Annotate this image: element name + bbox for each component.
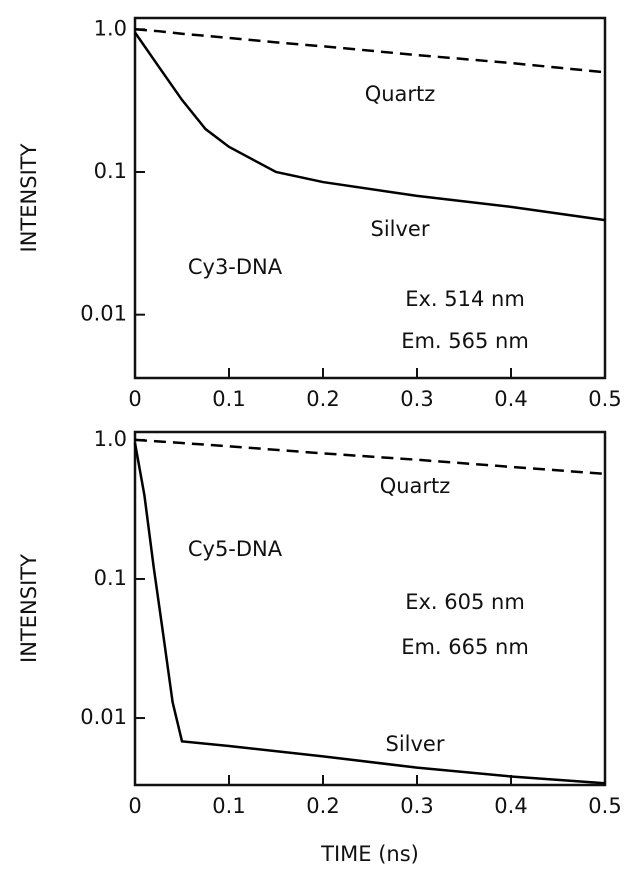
x-axis-label: TIME (ns) [320,842,419,866]
annotation: Cy3-DNA [188,255,283,279]
plot-frame [133,430,607,787]
x-tick-label: 0.5 [588,387,621,411]
y-tick-label: 1.0 [94,427,127,451]
series-label: Quartz [365,82,436,106]
x-tick-label: 0.3 [400,794,433,818]
x-tick-label: 0.3 [400,387,433,411]
annotation: Em. 665 nm [401,635,529,659]
series-label: Silver [371,217,430,241]
y-tick-label: 0.1 [94,566,127,590]
x-tick-label: 0.4 [494,794,527,818]
y-tick-label: 0.01 [80,705,127,729]
x-tick-label: 0.2 [306,387,339,411]
x-tick-label: 0.4 [494,387,527,411]
series-line [134,28,606,74]
x-tick-label: 0.1 [212,794,245,818]
series-label: Silver [386,732,445,756]
x-tick-label: 0.2 [306,794,339,818]
annotation: Cy5-DNA [188,537,283,561]
series-line [134,438,606,476]
x-tick-label: 0 [128,794,141,818]
plot-frame [133,16,607,380]
annotation: Ex. 514 nm [405,287,525,311]
x-tick-label: 0 [128,387,141,411]
y-axis-label: INTENSITY [17,554,41,663]
annotation: Ex. 605 nm [405,590,525,614]
series-label: Quartz [380,474,451,498]
series-line [133,31,606,222]
annotation: Em. 565 nm [401,329,529,353]
series-line [133,442,606,785]
y-tick-label: 1.0 [94,16,127,40]
y-tick-label: 0.1 [94,159,127,183]
x-tick-label: 0.1 [212,387,245,411]
y-axis-label: INTENSITY [17,143,41,252]
y-tick-label: 0.01 [80,302,127,326]
x-tick-label: 0.5 [588,794,621,818]
